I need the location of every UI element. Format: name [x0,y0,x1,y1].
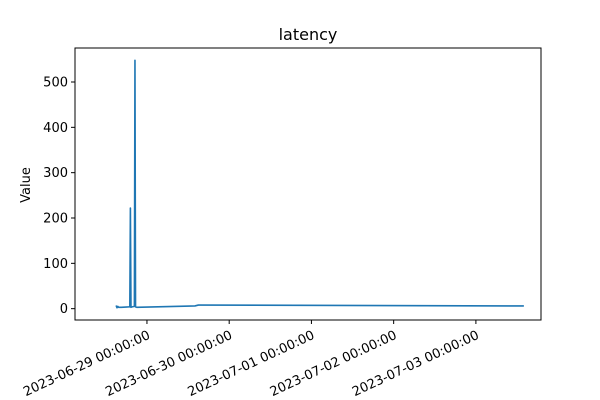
y-axis-label: Value [19,167,34,203]
x-tick-label: 2023-06-29 00:00:00 [21,328,152,400]
series-line [115,59,524,309]
y-tick-label: 200 [43,212,68,227]
y-tick-label: 500 [43,76,68,91]
y-tick-label: 100 [43,257,68,272]
axes-frame [74,47,542,321]
y-tick-label: 300 [43,166,68,181]
y-tick-label: 400 [43,121,68,136]
chart-title: latency [279,25,338,44]
y-tick-label: 0 [60,302,68,317]
